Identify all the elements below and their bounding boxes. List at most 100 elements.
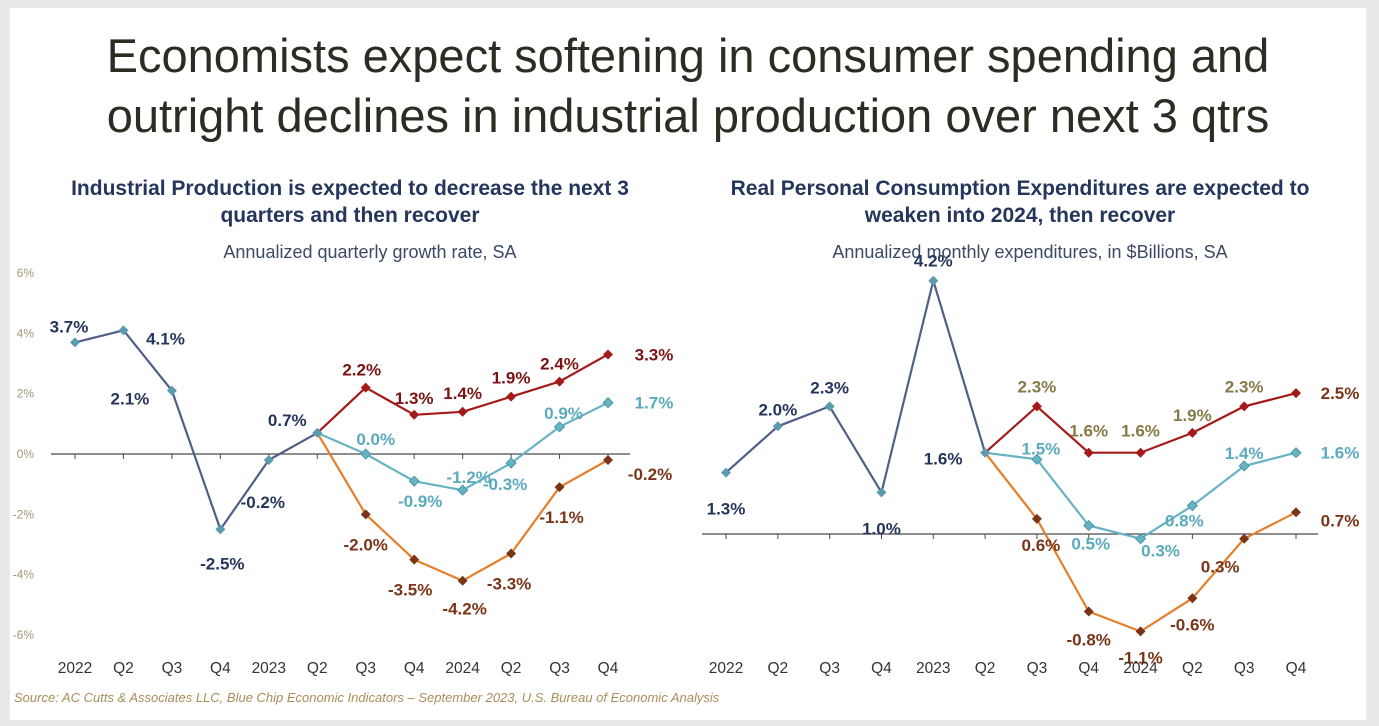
chart-1-point-marker bbox=[408, 475, 420, 487]
chart-1-data-label: -0.2% bbox=[628, 465, 672, 484]
chart-2-x-tick-label: Q4 bbox=[1286, 660, 1307, 677]
chart-2-point-marker bbox=[1134, 533, 1147, 545]
chart-2-x-tick-label: Q4 bbox=[871, 660, 892, 677]
chart-2-data-label: 2.0% bbox=[758, 400, 797, 419]
chart-2-point-marker bbox=[1291, 507, 1301, 518]
chart-2-point-marker bbox=[1135, 626, 1146, 637]
chart-1-x-tick-label: Q3 bbox=[549, 660, 570, 677]
chart-2-data-label: -0.8% bbox=[1067, 631, 1111, 650]
chart-2-point-marker bbox=[1031, 453, 1043, 465]
chart-1-x-tick-label: Q4 bbox=[210, 660, 231, 677]
chart-2-data-label: 0.5% bbox=[1071, 535, 1110, 554]
chart-2-x-tick-label: 2022 bbox=[709, 660, 743, 677]
slide: Economists expect softening in consumer … bbox=[10, 8, 1366, 720]
chart-2-data-label: 0.7% bbox=[1321, 511, 1360, 530]
chart-1-point-marker bbox=[263, 455, 274, 466]
chart-2-title-line-1: Real Personal Consumption Expenditures a… bbox=[730, 177, 1310, 200]
chart-1-ytick-label: 6% bbox=[17, 266, 35, 280]
chart-2-x-tick-label: Q2 bbox=[975, 660, 996, 677]
chart-1-title-line-1: Industrial Production is expected to dec… bbox=[71, 177, 629, 200]
chart-2-data-label: 2.3% bbox=[1225, 377, 1264, 396]
chart-2-data-label: 1.6% bbox=[1069, 422, 1108, 441]
chart-2-x-tick-label: 2024 bbox=[1123, 660, 1158, 677]
title-line-2: outright declines in industrial producti… bbox=[106, 89, 1270, 142]
chart-1-point-marker bbox=[409, 409, 420, 420]
page-title: Economists expect softening in consumer … bbox=[10, 26, 1366, 146]
chart-1-data-label: 0.9% bbox=[544, 404, 583, 423]
chart-1-point-marker bbox=[360, 448, 372, 460]
chart-1-data-label: -4.2% bbox=[442, 600, 486, 619]
chart-1-data-label: 2.1% bbox=[111, 390, 150, 409]
chart-1-point-marker bbox=[360, 509, 371, 520]
chart-1-point-marker bbox=[602, 397, 614, 409]
chart-2-title: Real Personal Consumption Expenditures a… bbox=[690, 175, 1350, 229]
chart-2-point-marker bbox=[1186, 500, 1198, 512]
chart-2-point-marker bbox=[1083, 606, 1094, 617]
chart-1-data-label: -0.9% bbox=[398, 492, 442, 511]
chart-1-data-label: 2.4% bbox=[540, 355, 579, 374]
chart-1-ytick-label: -2% bbox=[13, 507, 35, 521]
chart-1-ytick-label: -4% bbox=[13, 568, 35, 582]
chart-2-x-tick-label: Q2 bbox=[767, 660, 788, 677]
chart-2-point-marker bbox=[876, 487, 887, 498]
chart-1-ytick-label: 2% bbox=[17, 387, 35, 401]
chart-1-point-marker bbox=[554, 482, 565, 493]
chart-2-point-marker bbox=[721, 467, 731, 478]
chart-1-point-marker bbox=[312, 427, 323, 438]
chart-2-point-marker bbox=[1031, 513, 1042, 524]
chart-1-data-label: 3.7% bbox=[50, 317, 89, 336]
chart-industrial-production: 6% 4% 2% 0% -2% -4% -6% 3.7% 4.1% 2.1% -2.5% -0.2% 0… bbox=[13, 266, 674, 677]
chart-2-subtitle: Annualized monthly expenditures, in $Bil… bbox=[832, 242, 1228, 262]
chart-2-data-label: 1.5% bbox=[1022, 439, 1061, 458]
chart-1-series-line-actual bbox=[74, 329, 318, 531]
chart-2-point-marker bbox=[928, 275, 939, 286]
chart-2-data-label: 1.6% bbox=[1321, 444, 1360, 463]
chart-2-point-marker bbox=[1290, 447, 1302, 459]
chart-1-data-label: -2.0% bbox=[344, 535, 388, 554]
chart-1-data-label: -1.2% bbox=[446, 468, 490, 487]
chart-1-point-marker bbox=[409, 554, 420, 565]
chart-2-point-marker bbox=[1187, 427, 1198, 438]
chart-2-data-label: 2.5% bbox=[1321, 384, 1360, 403]
chart-2-point-marker bbox=[1239, 401, 1250, 412]
chart-2-data-label: 1.0% bbox=[862, 519, 901, 538]
chart-1-point-marker bbox=[457, 575, 468, 586]
chart-2-point-marker bbox=[1291, 388, 1301, 399]
chart-2-point-marker bbox=[1187, 593, 1198, 604]
chart-1-x-tick-label: Q3 bbox=[162, 660, 183, 677]
chart-2-point-marker bbox=[980, 447, 991, 458]
chart-2-point-marker bbox=[772, 421, 783, 432]
chart-1-point-marker bbox=[554, 376, 565, 387]
chart-1-x-tick-label: Q2 bbox=[307, 660, 328, 677]
chart-1-data-label: -2.5% bbox=[200, 554, 244, 573]
chart-1-point-marker bbox=[506, 548, 517, 559]
chart-1-point-marker bbox=[215, 524, 226, 535]
chart-1-data-label: -1.1% bbox=[539, 508, 583, 527]
chart-1-title: Industrial Production is expected to dec… bbox=[30, 175, 670, 229]
chart-1-x-tick-label: Q4 bbox=[598, 660, 619, 677]
chart-1-point-marker bbox=[360, 382, 371, 393]
chart-2-point-marker bbox=[1083, 447, 1094, 458]
chart-1-data-label: -3.5% bbox=[388, 581, 432, 600]
chart-2-point-marker bbox=[1239, 533, 1250, 544]
chart-2-data-label: 1.6% bbox=[1121, 422, 1160, 441]
chart-1-x-tick-label: Q4 bbox=[404, 660, 425, 677]
chart-1-x-tick-label: 2024 bbox=[445, 660, 480, 677]
chart-2-title-line-2: weaken into 2024, then recover bbox=[864, 204, 1176, 227]
chart-1-point-marker bbox=[457, 406, 468, 417]
chart-1-data-label: 1.9% bbox=[492, 369, 531, 388]
chart-1-data-label: 2.2% bbox=[342, 361, 381, 380]
chart-1-data-label: 0.0% bbox=[356, 430, 395, 449]
chart-2-data-label: 1.4% bbox=[1225, 444, 1264, 463]
chart-2-x-tick-label: 2023 bbox=[916, 660, 950, 677]
chart-1-data-label: -0.3% bbox=[483, 475, 527, 494]
chart-2-series-line-actual bbox=[725, 279, 987, 494]
chart-1-x-tick-label: Q2 bbox=[501, 660, 522, 677]
chart-1-point-marker bbox=[457, 484, 469, 496]
chart-2-data-label: -0.6% bbox=[1170, 615, 1214, 634]
chart-1-data-label: -3.3% bbox=[487, 575, 531, 594]
chart-1-point-marker bbox=[118, 325, 129, 336]
chart-1-subtitle: Annualized quarterly growth rate, SA bbox=[223, 242, 517, 262]
chart-2-x-tick-label: Q4 bbox=[1078, 660, 1099, 677]
chart-2-data-label: 4.2% bbox=[914, 252, 953, 271]
